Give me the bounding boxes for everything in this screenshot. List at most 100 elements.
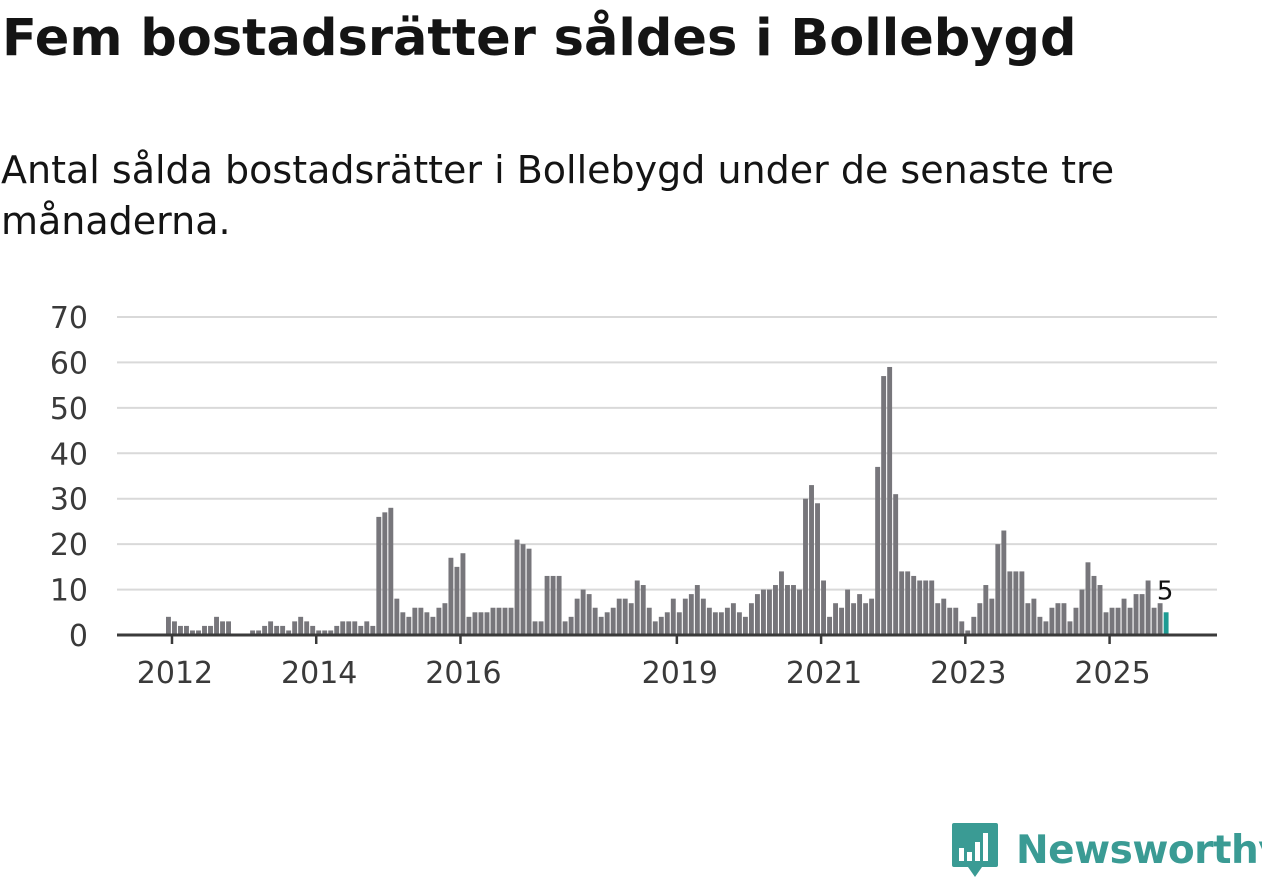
- bar: [947, 607, 953, 635]
- bar: [1007, 571, 1013, 635]
- bar: [286, 630, 292, 635]
- bar: [797, 589, 802, 635]
- bar: [754, 594, 760, 635]
- bar: [1055, 603, 1061, 635]
- x-tick-label: 2021: [786, 656, 862, 691]
- x-tick-label: 2023: [930, 656, 1006, 691]
- bar: [520, 544, 526, 635]
- bar: [1037, 616, 1043, 635]
- bar: [376, 516, 382, 635]
- bar-chart: 0 10 20 30 40 50 60 70 2012 2014 2016 2019 2021 2023 2…: [50, 301, 1217, 691]
- x-tick-label: 2014: [281, 656, 357, 691]
- bar: [556, 575, 562, 635]
- bar: [1073, 607, 1079, 635]
- bar: [959, 621, 965, 635]
- annotations: 5: [1157, 576, 1174, 606]
- bar: [983, 585, 989, 635]
- bar: [436, 607, 442, 635]
- bar: [989, 598, 995, 635]
- bar: [694, 585, 700, 635]
- bar: [400, 612, 406, 635]
- bar: [184, 625, 189, 635]
- bar: [887, 366, 893, 635]
- bar: [496, 607, 502, 635]
- bar: [652, 621, 658, 635]
- bar: [839, 607, 845, 635]
- bar: [767, 589, 772, 635]
- bar: [226, 621, 231, 635]
- bar: [388, 507, 394, 635]
- bar: [1019, 571, 1025, 635]
- bar: [995, 544, 1001, 635]
- gridlines: [117, 316, 1217, 591]
- bar: [478, 612, 484, 635]
- bar: [670, 598, 676, 635]
- axes: 0 10 20 30 40 50 60 70 2012 2014 2016 2019 2021 2023 2…: [50, 301, 1217, 691]
- y-tick-label: 60: [50, 346, 88, 381]
- bar: [610, 607, 616, 635]
- bar: [724, 607, 730, 635]
- bar: [893, 494, 899, 635]
- bar: [592, 607, 598, 635]
- bar: [292, 621, 298, 635]
- bar: [809, 485, 814, 635]
- bar: [442, 603, 448, 635]
- bar: [412, 607, 418, 635]
- last-value-label: 5: [1157, 576, 1174, 606]
- y-tick-label: 70: [50, 301, 88, 336]
- bar: [262, 625, 268, 635]
- brand-name: Newsworthy: [1016, 827, 1262, 873]
- bar: [502, 607, 508, 635]
- bar: [1115, 607, 1121, 635]
- bar: [382, 512, 388, 635]
- bar: [875, 466, 881, 635]
- x-tick-label: 2012: [137, 656, 213, 691]
- bar: [274, 625, 280, 635]
- bar: [574, 598, 580, 635]
- bar: [676, 612, 682, 635]
- bar: [1133, 594, 1139, 635]
- bar: [1139, 594, 1145, 635]
- bar: [346, 621, 352, 635]
- bar: [352, 621, 358, 635]
- bar: [688, 594, 694, 635]
- bar: [268, 621, 274, 635]
- bar: [298, 616, 304, 635]
- bar-highlight: [1157, 603, 1163, 635]
- bar: [881, 376, 887, 635]
- bar: [394, 598, 400, 635]
- bar: [953, 607, 959, 635]
- bar: [460, 553, 466, 635]
- bar: [622, 598, 628, 635]
- bar-series: [166, 366, 1169, 635]
- bar: [1067, 621, 1073, 635]
- bar: [646, 607, 652, 635]
- bar: [905, 571, 911, 635]
- y-tick-label: 50: [50, 392, 88, 427]
- bar: [316, 630, 322, 635]
- bar: [508, 607, 514, 635]
- bar: [526, 548, 532, 635]
- bar: [406, 616, 412, 635]
- bar: [899, 571, 905, 635]
- bar: [418, 607, 424, 635]
- bar: [424, 612, 430, 635]
- bar: [1085, 562, 1091, 635]
- bar: [166, 616, 171, 635]
- bar: [785, 585, 790, 635]
- bar: [1049, 607, 1055, 635]
- bar: [658, 616, 664, 635]
- bar: [334, 625, 340, 635]
- bar: [1013, 571, 1019, 635]
- bar: [965, 630, 971, 635]
- bar: [328, 630, 334, 635]
- bar: [340, 621, 346, 635]
- bar: [664, 612, 670, 635]
- bar: [748, 603, 754, 635]
- x-tick-label: 2025: [1074, 656, 1150, 691]
- bar: [172, 621, 177, 635]
- bar-highlight: [1163, 612, 1169, 635]
- bar-chart-speech-bubble-icon: [952, 823, 998, 877]
- bar: [917, 580, 923, 635]
- bar: [490, 607, 496, 635]
